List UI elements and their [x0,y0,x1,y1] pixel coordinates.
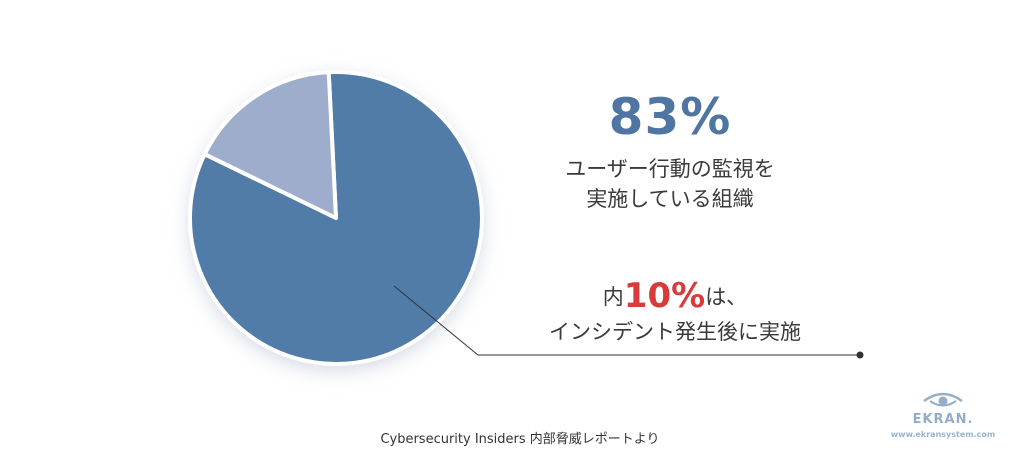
main-label-line-1: ユーザー行動の監視を [565,157,775,181]
main-label-line-2: 実施している組織 [586,187,754,211]
source-caption: Cybersecurity Insiders 内部脅威レポートより [380,432,660,447]
main-percentage: 83% [608,88,732,146]
sub-prefix: 内 [602,285,624,309]
logo-url: www.ekransystem.com [890,430,996,439]
eye-icon [923,392,963,407]
sub-percentage: 10% [623,276,706,316]
ekran-logo: EKRAN. www.ekransystem.com [868,390,1018,450]
sub-annotation: 内10%は、 インシデント発生後に実施 [490,276,860,347]
pie-slice-other [202,70,338,220]
leader-line [393,285,860,356]
logo-wordmark: EKRAN. [912,412,974,427]
sub-suffix: は、 [705,285,748,309]
sub-annotation-line-1: 内10%は、 [490,276,860,317]
leader-line-dot [856,351,864,359]
sub-annotation-line-2: インシデント発生後に実施 [549,320,801,344]
main-label: ユーザー行動の監視を 実施している組織 [520,154,820,214]
